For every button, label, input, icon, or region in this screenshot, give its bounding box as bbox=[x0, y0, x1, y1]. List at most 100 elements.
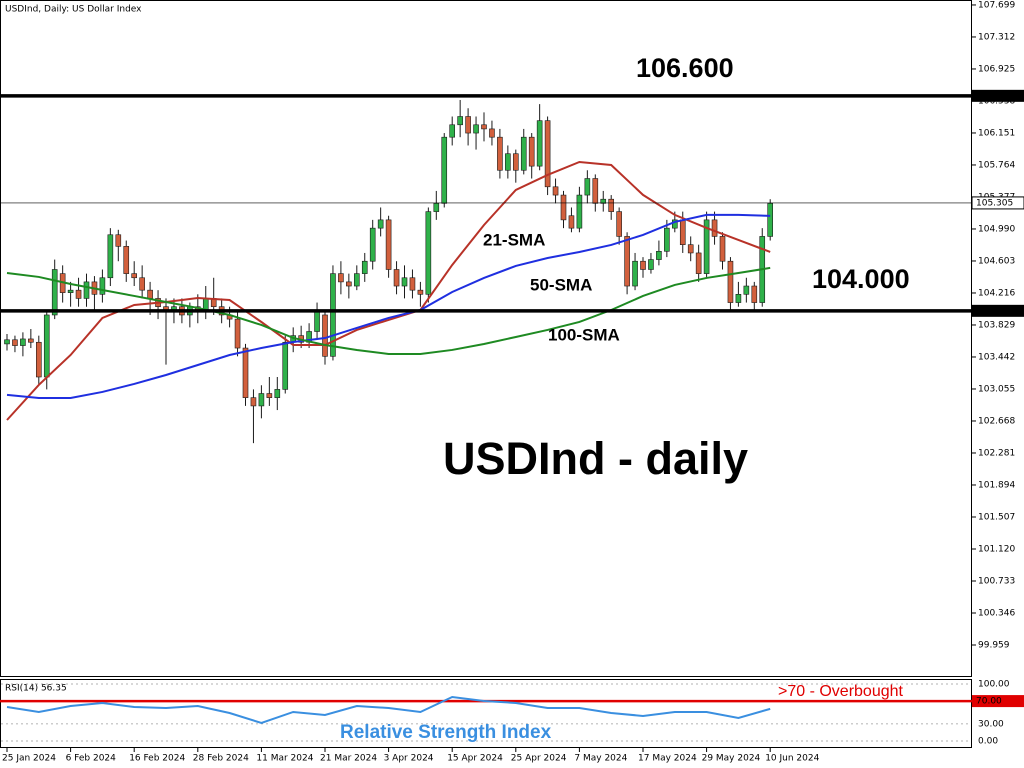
candle-body bbox=[115, 234, 122, 247]
candle-body bbox=[512, 153, 519, 171]
y-tick-label: 103.829 bbox=[978, 320, 1015, 330]
price-box-label: 105.305 bbox=[976, 198, 1013, 208]
annotation: 106.600 bbox=[636, 53, 734, 83]
candle-body bbox=[75, 289, 82, 299]
candle-body bbox=[584, 178, 591, 196]
candle-body bbox=[568, 215, 575, 229]
annotation: >70 - Overbought bbox=[778, 683, 904, 700]
candle-body bbox=[560, 194, 567, 221]
price-box-label: 106.600 bbox=[976, 91, 1013, 101]
candle-body bbox=[449, 124, 456, 138]
candle-body bbox=[489, 128, 495, 138]
rsi-line bbox=[6, 695, 771, 725]
candle-body bbox=[600, 198, 607, 204]
candle-body bbox=[266, 393, 273, 398]
annotation: Relative Strength Index bbox=[340, 722, 552, 743]
candle-body bbox=[608, 198, 615, 212]
y-tick-label: 100.346 bbox=[978, 608, 1015, 618]
candle-body bbox=[719, 236, 726, 262]
y-tick-label: 102.668 bbox=[978, 416, 1015, 426]
y-tick-label: 30.00 bbox=[978, 719, 1004, 729]
candle-body bbox=[441, 136, 448, 204]
chart-title: USDInd, Daily: US Dollar Index bbox=[5, 5, 142, 15]
candle-body bbox=[417, 289, 424, 295]
candle-body bbox=[465, 116, 471, 134]
candle-body bbox=[401, 277, 408, 287]
price-box bbox=[972, 304, 1024, 317]
candle-body bbox=[330, 273, 336, 357]
y-tick-label: 102.281 bbox=[978, 448, 1015, 458]
candle-body bbox=[552, 186, 559, 196]
y-tick-label: 106.925 bbox=[978, 64, 1015, 74]
sma-line bbox=[6, 266, 771, 356]
candle-body bbox=[648, 259, 654, 270]
candle-body bbox=[632, 260, 638, 287]
candle-body bbox=[139, 277, 145, 291]
x-tick-label: 11 Mar 2024 bbox=[256, 754, 313, 764]
y-tick-label: 104.216 bbox=[978, 288, 1015, 298]
candle-body bbox=[377, 219, 384, 229]
candle-body bbox=[234, 318, 241, 349]
candle-body bbox=[640, 260, 646, 270]
sma-label: 50-SMA bbox=[530, 275, 592, 294]
candle-body bbox=[664, 227, 670, 252]
candle-body bbox=[83, 281, 90, 299]
candle-body bbox=[624, 236, 630, 287]
candle-body bbox=[711, 219, 718, 237]
rsi-frame bbox=[0, 679, 972, 748]
candle-body bbox=[314, 310, 320, 332]
candle-body bbox=[35, 341, 42, 378]
candle-body bbox=[695, 252, 702, 274]
candle-body bbox=[473, 124, 479, 134]
candle-body bbox=[616, 211, 622, 237]
candle-body bbox=[743, 285, 750, 295]
candle-body bbox=[67, 289, 74, 293]
x-tick-label: 10 Jun 2024 bbox=[765, 754, 819, 764]
price-box bbox=[971, 196, 1024, 210]
y-tick-label: 101.507 bbox=[978, 512, 1015, 522]
y-tick-label: 0.00 bbox=[978, 736, 998, 746]
candle-body bbox=[20, 338, 26, 346]
x-tick-label: 3 Apr 2024 bbox=[384, 754, 434, 764]
price-box bbox=[972, 89, 1024, 102]
rsi-title: RSI(14) 56.35 bbox=[5, 684, 67, 694]
candle-body bbox=[457, 116, 463, 126]
candle-body bbox=[505, 153, 511, 171]
candle-body bbox=[361, 260, 368, 274]
x-tick-label: 16 Feb 2024 bbox=[129, 754, 185, 764]
candle-body bbox=[767, 203, 774, 237]
candle-body bbox=[369, 227, 376, 262]
candle-body bbox=[687, 244, 694, 254]
x-tick-label: 28 Feb 2024 bbox=[193, 754, 249, 764]
candle-body bbox=[592, 178, 599, 204]
y-tick-label: 101.120 bbox=[978, 544, 1015, 554]
y-tick-label: 105.764 bbox=[978, 160, 1015, 170]
y-tick-label: 104.990 bbox=[978, 224, 1015, 234]
y-tick-label: 101.894 bbox=[978, 480, 1015, 490]
candle-body bbox=[147, 289, 153, 299]
candle-body bbox=[353, 273, 360, 287]
candle-body bbox=[43, 314, 50, 378]
y-tick-label: 100.733 bbox=[978, 576, 1015, 586]
price-box-label: 104.000 bbox=[976, 306, 1013, 316]
x-tick-label: 29 May 2024 bbox=[702, 754, 761, 764]
y-tick-label: 106.151 bbox=[978, 128, 1015, 138]
annotation: USDInd - daily bbox=[443, 433, 748, 484]
candle-body bbox=[4, 339, 10, 345]
candle-body bbox=[282, 341, 289, 390]
main-frame bbox=[0, 0, 972, 677]
y-tick-label: 103.442 bbox=[978, 352, 1015, 362]
candle-body bbox=[274, 389, 281, 398]
price-box bbox=[972, 695, 1024, 708]
sma-line bbox=[6, 213, 771, 399]
x-tick-label: 21 Mar 2024 bbox=[320, 754, 377, 764]
sma-label: 100-SMA bbox=[548, 325, 620, 344]
x-tick-label: 17 May 2024 bbox=[638, 754, 697, 764]
candle-body bbox=[735, 293, 742, 303]
candle-body bbox=[520, 136, 527, 171]
candle-body bbox=[107, 234, 114, 279]
candle-body bbox=[338, 273, 344, 283]
y-tick-label: 99.959 bbox=[978, 640, 1010, 650]
